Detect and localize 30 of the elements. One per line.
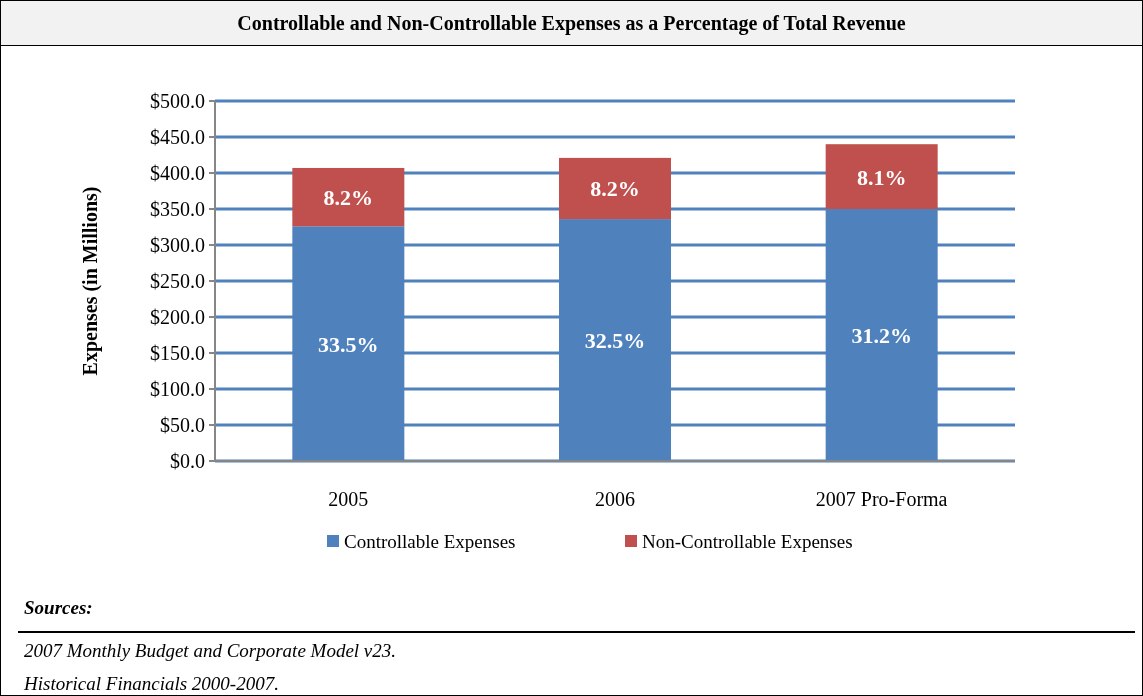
legend-label: Non-Controllable Expenses [642, 531, 853, 552]
y-tick-label: $500.0 [150, 90, 205, 112]
y-tick-label: $100.0 [150, 378, 205, 400]
bar [559, 157, 671, 220]
legend-label: Controllable Expenses [344, 531, 516, 552]
annotation: 33.5% [318, 331, 379, 357]
annotation: 8.2% [323, 185, 374, 211]
y-axis-title: Expenses (in Millions) [79, 186, 102, 376]
text: Historical Financials 2000-2007. [23, 673, 279, 694]
annotation: 31.2% [851, 323, 912, 348]
y-tick-label: $0.0 [170, 450, 205, 472]
y-tick-label: $350.0 [150, 198, 205, 220]
annotation: 32.5% [584, 328, 646, 354]
annotation: 8.1% [856, 164, 907, 190]
source-note: Sources: [24, 597, 93, 618]
y-tick-label: $150.0 [150, 342, 205, 364]
bar [292, 167, 405, 227]
x-tick-label: 2005 [328, 488, 369, 510]
y-tick-label: $200.0 [150, 306, 205, 328]
y-tick-label: $400.0 [150, 162, 205, 184]
annotation: 8.2% [590, 176, 640, 202]
y-tick-label: $50.0 [160, 414, 205, 436]
x-tick-label: 2006 [595, 488, 635, 510]
bar [825, 144, 938, 209]
y-tick-label: $250.0 [150, 270, 205, 292]
x-tick-label: 2007 Pro-Forma [815, 488, 948, 510]
y-tick-label: $300.0 [150, 234, 205, 256]
chart-title: Controllable and Non-Controllable Expenses as a Percentage of Total Revenue [237, 12, 906, 35]
y-tick-label: $450.0 [150, 126, 205, 148]
text: 2007 Monthly Budget and Corporate Model v23. [24, 640, 397, 661]
